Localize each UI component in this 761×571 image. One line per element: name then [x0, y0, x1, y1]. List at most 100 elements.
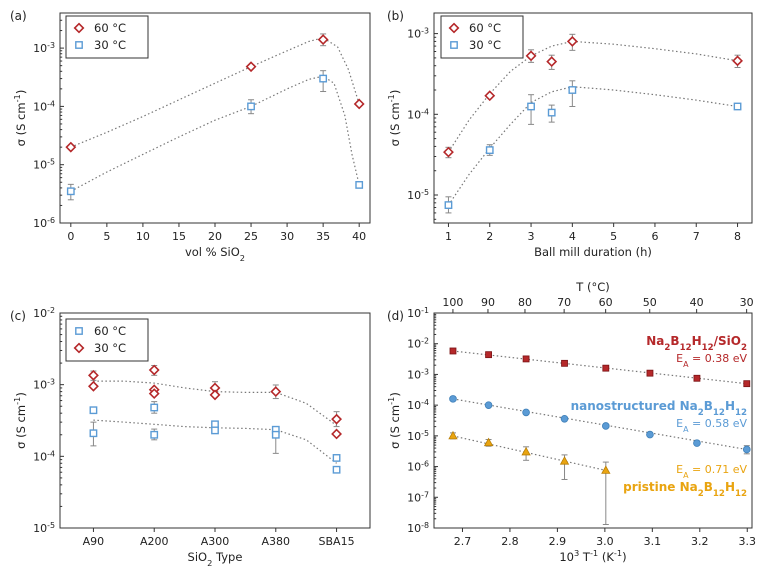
plot-frame-d	[433, 312, 753, 529]
panel-label-b: (b)	[387, 9, 404, 23]
x-tick-label: A200	[140, 535, 169, 548]
x-tick-label: A300	[201, 535, 230, 548]
x-tick-label: A90	[83, 535, 105, 548]
legend-entry: 30 °C	[469, 38, 501, 52]
y-tick-label: 10-3	[33, 41, 55, 56]
fit-curves-a	[70, 37, 360, 192]
data-point	[561, 359, 568, 367]
series-a-0	[65, 33, 365, 153]
x-tick-label: 15	[172, 230, 186, 243]
legend-entry: 60 °C	[94, 21, 126, 35]
panel-a: (a) 0 5 10 15 20 25 30 35 40 10-6 10-5 10-4 10-3 vol %…	[10, 9, 371, 263]
data-point	[559, 456, 570, 465]
x-tick-label: 35	[316, 230, 330, 243]
fit-curve	[93, 380, 337, 426]
series-d-2	[448, 430, 611, 526]
data-point	[150, 430, 159, 439]
x-axis-label-d: 103 T-1 (K-1)	[559, 548, 626, 564]
x-tick-label: SBA15	[319, 535, 355, 548]
x-tick-label: 3.1	[644, 535, 662, 548]
legend-marker	[448, 22, 460, 34]
top-x-tick-label: 60	[599, 296, 613, 309]
data-point	[485, 146, 494, 155]
series-a-1	[66, 70, 364, 201]
data-point	[525, 50, 537, 62]
panel-b: (b) 1 2 3 4 5 6 7 8 10-5 10-4 10-3 Ball mill duratio…	[386, 9, 753, 259]
data-point	[646, 369, 654, 377]
x-tick-label: 40	[352, 230, 366, 243]
fit-curves-c	[93, 380, 337, 464]
y-tick-label: 10-8	[407, 521, 429, 536]
x-tick-label: 7	[693, 230, 700, 243]
x-tick-label: 3.3	[739, 535, 757, 548]
data-point	[602, 422, 610, 430]
top-x-tick-label: 40	[690, 296, 704, 309]
data-point	[568, 86, 577, 94]
x-tick-label: 2	[486, 230, 493, 243]
data-point	[448, 430, 458, 440]
legend-c: 60 °C 30 °C	[65, 318, 149, 362]
x-tick-label: 1	[445, 230, 452, 243]
y-axis-label-d: σ (S cm-1)	[386, 392, 402, 449]
y-tick-label: 10-5	[407, 428, 429, 443]
panel-label-a: (a)	[10, 9, 27, 23]
data-point	[743, 380, 751, 388]
data-point	[332, 465, 341, 474]
data-point	[485, 351, 492, 359]
y-tick-label: 10-2	[407, 336, 429, 351]
data-point	[87, 380, 99, 392]
top-x-tick-label: 30	[740, 296, 754, 309]
y-tick-label: 10-4	[407, 107, 429, 122]
data-point	[602, 364, 610, 372]
data-point	[331, 413, 342, 425]
data-point	[270, 386, 282, 398]
x-tick-label: 3	[528, 230, 535, 243]
data-point	[332, 454, 341, 462]
annotation-nano-ea: EA = 0.58 eV	[676, 417, 747, 434]
data-point	[521, 446, 531, 456]
x-tick-label: 25	[244, 230, 258, 243]
x-tick-label: 2.8	[501, 535, 519, 548]
top-x-tick-label: 70	[557, 296, 571, 309]
x-axis-label-c: SiO2 Type	[188, 550, 243, 568]
legend-entry: 60 °C	[469, 21, 501, 35]
data-point	[317, 34, 329, 46]
data-point	[732, 55, 743, 67]
data-point	[65, 141, 77, 153]
x-tick-label: 5	[610, 230, 617, 243]
data-point	[245, 61, 257, 73]
data-point	[522, 408, 530, 417]
fit-curve	[447, 40, 738, 153]
y-tick-label: 10-2	[33, 306, 55, 321]
data-point	[209, 389, 221, 401]
fit-curve	[70, 75, 360, 192]
data-point	[742, 445, 751, 454]
legend-box	[65, 15, 149, 59]
data-point	[66, 187, 75, 196]
panel-d: (d) 2.7 2.8 2.9 3.0 3.1 3.2 3.3 10-8 10-7 10-6 10-5…	[386, 280, 756, 564]
fit-curve	[448, 86, 738, 206]
x-tick-label: 8	[734, 230, 741, 243]
y-axis-label-a: σ (S cm-1)	[12, 90, 28, 147]
y-tick-label: 10-4	[33, 449, 55, 464]
x-tick-label: 3.2	[691, 535, 709, 548]
data-point	[271, 430, 280, 439]
y-tick-label: 10-5	[33, 157, 55, 172]
annotation-pristine-name: pristine Na2B12H12	[623, 480, 747, 499]
legend-marker	[75, 41, 83, 49]
y-tick-label: 10-6	[33, 216, 55, 231]
data-point	[449, 347, 457, 355]
fit-curve	[93, 419, 337, 464]
data-point	[733, 102, 742, 111]
data-point	[148, 388, 160, 400]
series-b-0	[443, 33, 743, 159]
y-axis-label-b: σ (S cm-1)	[386, 90, 402, 147]
data-point	[646, 430, 654, 439]
data-point	[355, 181, 364, 189]
y-axis-label-c: σ (S cm-1)	[12, 392, 28, 449]
y-tick-label: 10-1	[407, 306, 429, 321]
data-point	[443, 146, 454, 158]
y-tick-label: 10-4	[33, 99, 55, 114]
annotation-nano-name: nanostructured Na2B12H12	[571, 399, 747, 418]
